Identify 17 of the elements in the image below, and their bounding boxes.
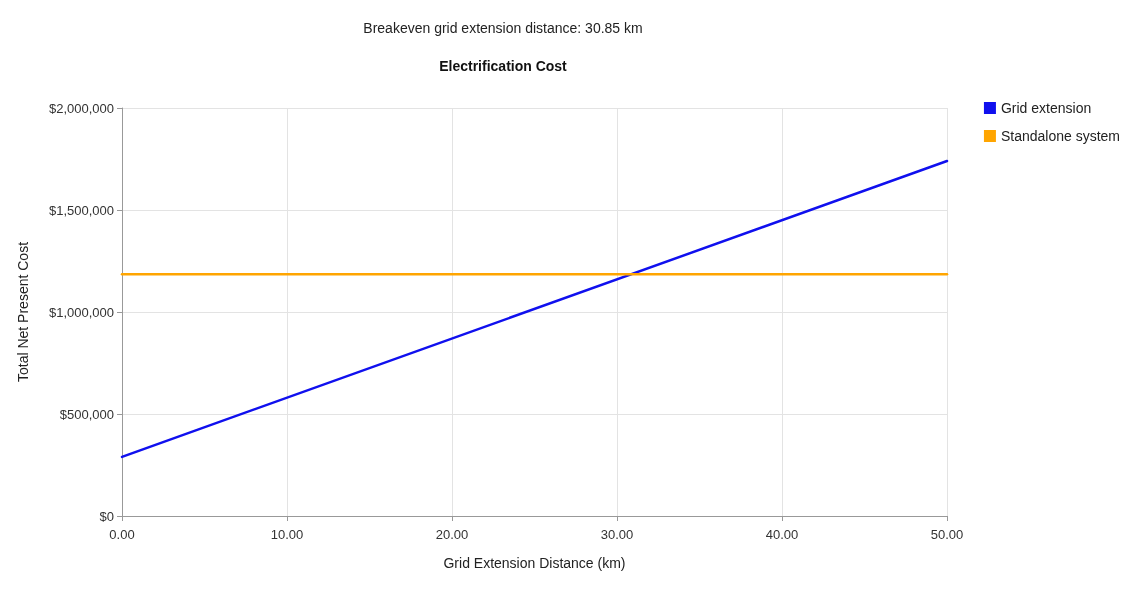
x-tick-label: 30.00	[600, 527, 634, 542]
x-tick-label: 50.00	[930, 527, 964, 542]
y-tick-label: $1,500,000	[48, 202, 114, 218]
y-tick-label: $2,000,000	[48, 100, 114, 116]
chart-title: Electrification Cost	[439, 58, 568, 74]
x-tick-label: 40.00	[765, 527, 799, 542]
y-tick-label: $0	[99, 508, 114, 524]
y-tick-label: $1,000,000	[48, 304, 114, 320]
legend-label: Standalone system	[1000, 128, 1121, 144]
y-tick-label: $500,000	[59, 406, 114, 422]
x-tick-label: 0.00	[109, 527, 135, 542]
y-axis-title: Total Net Present Cost	[15, 241, 31, 383]
legend-label: Grid extension	[1000, 100, 1092, 116]
x-tick-label: 20.00	[435, 527, 469, 542]
chart-subtitle: Breakeven grid extension distance: 30.85 km	[363, 20, 643, 36]
x-axis-title: Grid Extension Distance (km)	[443, 555, 626, 571]
x-tick-label: 10.00	[270, 527, 304, 542]
